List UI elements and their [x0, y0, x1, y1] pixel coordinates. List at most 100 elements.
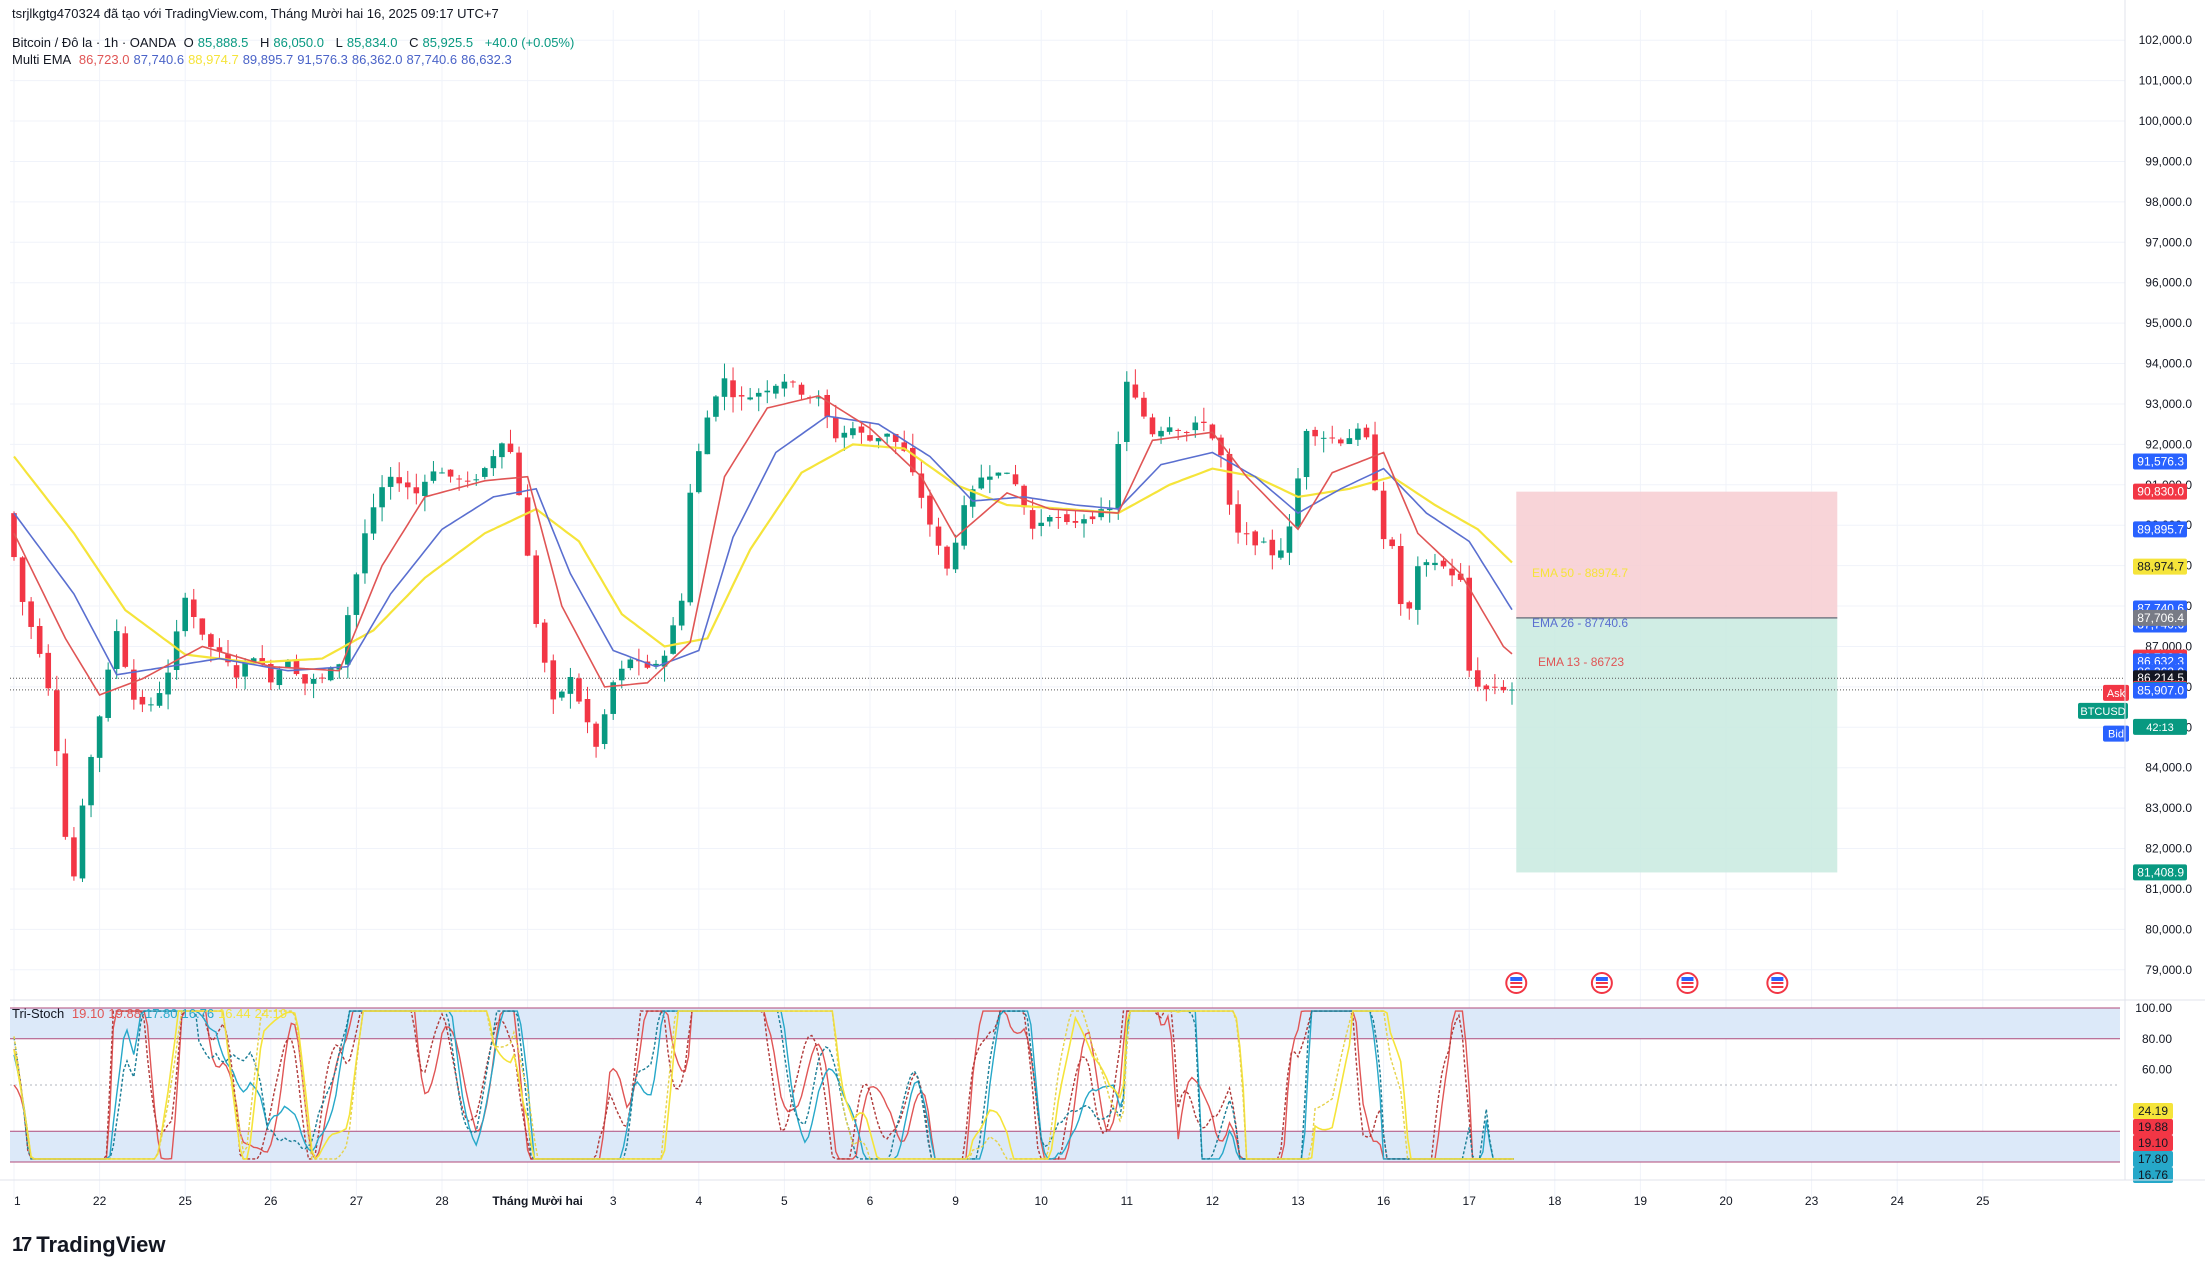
candle-body [447, 469, 454, 477]
candle-body [1209, 424, 1216, 439]
candle-body [1346, 438, 1353, 444]
candle-body [1440, 560, 1447, 567]
time-tick-label: 16 [1377, 1194, 1391, 1208]
candle-body [1218, 437, 1224, 456]
candle-body [678, 600, 685, 626]
candle-body [841, 432, 848, 438]
stoch-legend-value: 24.19 [254, 1006, 288, 1021]
candle-body [567, 676, 574, 694]
time-tick-label: 3 [610, 1194, 617, 1208]
candle-body [524, 497, 531, 556]
candle-body [1303, 430, 1310, 478]
ema-series-label: EMA 26 - 87740.6 [1532, 616, 1628, 630]
symbol-ohlc-line[interactable]: Bitcoin / Đô la · 1h · OANDA O 85,888.5 H… [12, 35, 578, 50]
candle-body [182, 597, 188, 632]
candle-body [1243, 533, 1250, 535]
candle-body [319, 677, 325, 679]
ema-legend-value: 87,740.6 [133, 52, 185, 67]
us-event-flag-icon[interactable] [1505, 972, 1528, 994]
candle-body [1380, 490, 1387, 540]
price-tick-label: 94,000.0 [2145, 357, 2192, 371]
candle-body [661, 655, 668, 667]
candle-body [559, 691, 565, 698]
candle-body [1483, 685, 1490, 690]
candle-body [1329, 437, 1336, 439]
candle-body [19, 557, 26, 602]
candle-body [1415, 566, 1421, 610]
candle-body [1004, 472, 1010, 474]
candle-body [430, 471, 437, 481]
stoch-badge-text: 19.10 [2138, 1136, 2168, 1150]
candle-body [1226, 453, 1233, 505]
price-axis-badge: 90,830.0 [2133, 483, 2187, 500]
tradingview-logo[interactable]: 17 TradingView [12, 1232, 165, 1258]
candle-body [798, 384, 805, 395]
tri-stoch-legend[interactable]: Tri-Stoch 19.10 19.88 17.80 16.76 16.44 24.19 [12, 1006, 291, 1021]
candle-body [1183, 431, 1190, 433]
price-tick-label: 95,000.0 [2145, 316, 2192, 330]
stoch-legend-value: 17.80 [144, 1006, 178, 1021]
close-value: C 85,925.5 [409, 35, 474, 50]
candle-body [918, 473, 925, 498]
candle-body [387, 476, 394, 487]
candle-body [961, 505, 967, 546]
candle-body [687, 492, 694, 603]
time-tick-label: 1 [14, 1194, 21, 1208]
stoch-slow-d [13, 1010, 1514, 1160]
candle-body [867, 435, 873, 441]
candle-body [173, 631, 180, 671]
us-event-flag-icon[interactable] [1676, 972, 1699, 994]
candle-body [995, 472, 1002, 476]
stoch-badge-text: 17.80 [2138, 1152, 2168, 1166]
candle-body [832, 416, 839, 439]
multi-ema-legend[interactable]: Multi EMA 86,723.0 87,740.6 88,974.7 89,895… [12, 52, 516, 67]
us-event-flag-icon[interactable] [1766, 972, 1789, 994]
stoch-badge-text: 24.19 [2138, 1104, 2168, 1118]
time-tick-label: 25 [179, 1194, 193, 1208]
price-tick-label: 102,000.0 [2139, 33, 2193, 47]
price-axis-badge-text: 85,907.0 [2137, 684, 2184, 698]
candle-body [28, 601, 34, 627]
candle-body [1201, 421, 1207, 423]
candle-body [379, 487, 385, 508]
candle-body [584, 698, 591, 723]
candle-body [1192, 422, 1199, 431]
price-axis-badge: 81,408.9 [2133, 864, 2187, 881]
price-tick-label: 84,000.0 [2145, 761, 2192, 775]
ema-legend-value: 86,362.0 [351, 52, 403, 67]
candle-body [755, 392, 762, 397]
price-axis-badge-text: 81,408.9 [2137, 865, 2184, 879]
candle-body [1046, 517, 1053, 522]
candle-body [122, 633, 129, 667]
tradingview-mark-icon: 17 [12, 1233, 32, 1256]
bid-tag: Bid [2103, 725, 2129, 742]
candle-body [310, 678, 317, 684]
candle-body [1492, 686, 1498, 688]
stoch-legend-value: 19.88 [108, 1006, 141, 1021]
price-tick-label: 99,000.0 [2145, 154, 2192, 168]
time-tick-label: 23 [1805, 1194, 1819, 1208]
candle-body [704, 417, 711, 455]
countdown-tag: 42:13 [2133, 718, 2187, 735]
us-event-flag-icon[interactable] [1590, 972, 1613, 994]
candle-body [276, 669, 283, 686]
candle-body [190, 599, 197, 618]
candle-body [1338, 439, 1344, 444]
ema-legend-name: Multi EMA [12, 52, 72, 67]
candle-body [601, 714, 608, 745]
open-value: O 85,888.5 [183, 35, 249, 50]
candle-body [747, 397, 753, 400]
low-value: L 85,834.0 [335, 35, 398, 50]
candle-body [1132, 384, 1139, 398]
ema-26-line [13, 415, 1513, 676]
symbol-name: Bitcoin / Đô la · 1h · OANDA [12, 35, 176, 50]
candle-body [1038, 522, 1044, 527]
candle-body [199, 618, 206, 635]
candle-body [1055, 516, 1062, 518]
stoch-badge-text: 16.76 [2138, 1168, 2168, 1182]
time-tick-label: 27 [350, 1194, 364, 1208]
candle-body [935, 526, 942, 546]
price-tick-label: 81,000.0 [2145, 882, 2192, 896]
price-tick-label: 97,000.0 [2145, 235, 2192, 249]
